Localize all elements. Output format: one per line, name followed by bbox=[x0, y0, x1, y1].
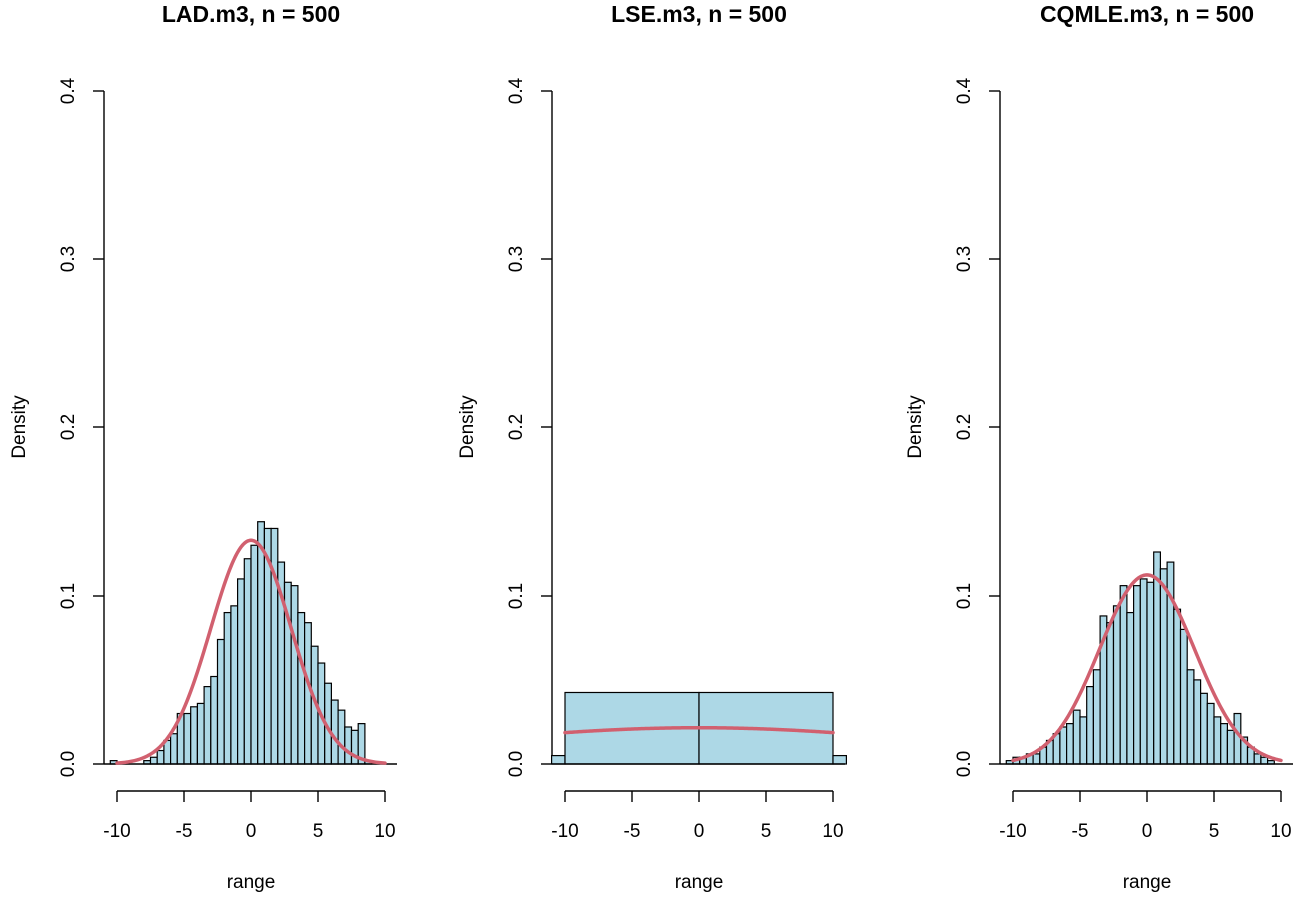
y-axis-label: Density bbox=[905, 395, 926, 459]
y-axis-label: Density bbox=[457, 395, 478, 459]
x-tick-label: -10 bbox=[551, 821, 578, 842]
y-tick-label: 0.2 bbox=[954, 414, 975, 440]
y-tick-label: 0.1 bbox=[954, 583, 975, 609]
histogram-bar bbox=[1253, 753, 1262, 765]
histogram-bar bbox=[1233, 712, 1242, 765]
x-tick-label: 10 bbox=[822, 821, 843, 842]
histogram-bar bbox=[1193, 679, 1202, 765]
histogram-bar bbox=[290, 585, 299, 765]
y-axis-label: Density bbox=[9, 395, 30, 459]
histogram-bar bbox=[250, 544, 259, 765]
histogram-bar bbox=[257, 521, 266, 765]
y-tick-label: 0.3 bbox=[954, 246, 975, 272]
histogram-bar bbox=[1086, 686, 1094, 765]
x-tick-label: -5 bbox=[1072, 821, 1089, 842]
histogram-bar bbox=[170, 733, 178, 765]
histogram-bar bbox=[1213, 716, 1222, 765]
x-tick-label: -10 bbox=[103, 821, 130, 842]
panel-title: LSE.m3, n = 500 bbox=[611, 1, 787, 27]
histogram-bar bbox=[1119, 585, 1128, 765]
histogram-bar bbox=[550, 754, 566, 765]
x-axis-label: range bbox=[227, 872, 276, 893]
y-tick-label: 0.1 bbox=[506, 583, 527, 609]
y-tick-label: 0.1 bbox=[58, 583, 79, 609]
histogram-bar bbox=[832, 754, 847, 765]
histogram-bar bbox=[270, 527, 279, 765]
histogram-bar bbox=[1159, 568, 1168, 765]
x-tick-label: 5 bbox=[1209, 821, 1220, 842]
x-tick-label: 0 bbox=[694, 821, 705, 842]
histogram-bar bbox=[1179, 628, 1188, 765]
density-curve bbox=[563, 725, 835, 735]
histogram-bar bbox=[237, 578, 245, 765]
histogram-bar bbox=[337, 709, 346, 765]
histogram-bar bbox=[1146, 581, 1155, 765]
x-tick-label: 0 bbox=[246, 821, 257, 842]
histogram-bar bbox=[1112, 605, 1121, 765]
x-tick-label: 10 bbox=[374, 821, 395, 842]
histogram-bar bbox=[230, 605, 239, 765]
histogram-bar bbox=[1126, 611, 1135, 765]
histogram-bar bbox=[344, 726, 353, 765]
y-tick-label: 0.3 bbox=[506, 246, 527, 272]
panel-cqmle: CQMLE.m3, n = 500 Density range 0.0 0.1 … bbox=[905, 1, 1293, 893]
histogram-bar bbox=[1059, 726, 1068, 765]
histogram-bar bbox=[203, 686, 212, 765]
histogram-bar bbox=[190, 706, 198, 765]
x-tick-label: -10 bbox=[999, 821, 1026, 842]
y-tick-label: 0.4 bbox=[954, 77, 975, 104]
histogram-bar bbox=[297, 611, 306, 765]
histogram-bar bbox=[223, 611, 232, 765]
histogram-bar bbox=[210, 675, 219, 765]
x-axis-label: range bbox=[1123, 872, 1172, 893]
x-tick-label: 5 bbox=[313, 821, 324, 842]
histogram-bar bbox=[196, 702, 205, 765]
histogram-bar bbox=[1206, 702, 1215, 765]
y-tick-label: 0.2 bbox=[58, 414, 79, 440]
x-tick-label: -5 bbox=[624, 821, 641, 842]
x-tick-label: 10 bbox=[1270, 821, 1291, 842]
histogram-bar bbox=[216, 638, 225, 765]
histogram-bar bbox=[1066, 723, 1074, 765]
histogram-bar bbox=[1072, 709, 1081, 765]
histogram-bar bbox=[1200, 692, 1208, 765]
histogram-bars bbox=[109, 521, 373, 765]
histogram-bar bbox=[1139, 578, 1148, 765]
panel-title: CQMLE.m3, n = 500 bbox=[1040, 1, 1254, 27]
y-tick-label: 0.4 bbox=[506, 77, 527, 104]
density-curve bbox=[115, 538, 387, 765]
histogram-bar bbox=[1153, 551, 1162, 765]
histogram-bar bbox=[1220, 723, 1229, 765]
y-tick-label: 0.0 bbox=[506, 751, 527, 777]
y-tick-label: 0.2 bbox=[506, 414, 527, 440]
histogram-bar bbox=[243, 558, 252, 765]
histogram-bar bbox=[1173, 608, 1182, 765]
density-curve bbox=[1011, 573, 1283, 763]
x-tick-label: -5 bbox=[176, 821, 193, 842]
y-tick-label: 0.0 bbox=[58, 751, 79, 777]
panel-lse: LSE.m3, n = 500 Density range 0.0 0.1 0.… bbox=[457, 1, 847, 893]
histogram-bar bbox=[1106, 622, 1115, 765]
histogram-bar bbox=[1079, 716, 1088, 765]
histogram-bar bbox=[183, 712, 192, 765]
histogram-bar bbox=[149, 756, 158, 765]
histogram-bar bbox=[1133, 585, 1141, 765]
histogram-bar bbox=[1032, 753, 1041, 765]
histogram-bar bbox=[330, 699, 339, 765]
y-tick-label: 0.4 bbox=[58, 77, 79, 104]
histogram-bar bbox=[1092, 669, 1101, 765]
histogram-bar bbox=[156, 749, 165, 765]
panel-title: LAD.m3, n = 500 bbox=[162, 1, 340, 27]
histogram-bar bbox=[1186, 669, 1195, 765]
x-tick-label: 5 bbox=[761, 821, 772, 842]
histogram-bar bbox=[1260, 756, 1269, 765]
x-tick-label: 0 bbox=[1142, 821, 1153, 842]
panel-lad: LAD.m3, n = 500 Density range 0.0 0.1 0.… bbox=[9, 1, 397, 893]
histogram-bar bbox=[1226, 729, 1235, 765]
x-axis-label: range bbox=[675, 872, 724, 893]
y-tick-label: 0.0 bbox=[954, 751, 975, 777]
y-tick-label: 0.3 bbox=[58, 246, 79, 272]
